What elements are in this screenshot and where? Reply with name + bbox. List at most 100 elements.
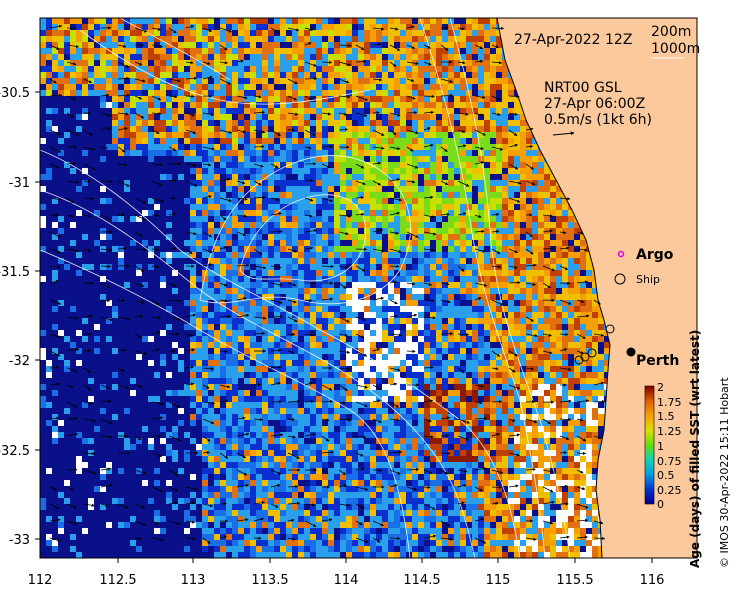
sst-pixel xyxy=(238,174,244,180)
sst-pixel xyxy=(526,174,532,180)
sst-pixel xyxy=(358,54,364,60)
sst-pixel xyxy=(208,378,214,384)
sst-pixel xyxy=(280,240,286,246)
sst-pixel xyxy=(226,210,232,216)
sst-pixel xyxy=(346,138,352,144)
sst-pixel xyxy=(412,138,418,144)
sst-pixel xyxy=(400,372,406,378)
sst-pixel xyxy=(130,246,136,252)
sst-pixel xyxy=(76,348,82,354)
sst-pixel xyxy=(172,150,178,156)
sst-pixel xyxy=(346,258,352,264)
sst-pixel xyxy=(88,288,94,294)
sst-pixel xyxy=(400,240,406,246)
sst-pixel xyxy=(448,240,454,246)
sst-pixel xyxy=(202,114,208,120)
sst-pixel xyxy=(304,390,310,396)
sst-pixel xyxy=(214,132,220,138)
sst-pixel xyxy=(550,294,556,300)
sst-pixel xyxy=(532,366,538,372)
sst-pixel xyxy=(472,300,478,306)
sst-pixel xyxy=(280,300,286,306)
sst-pixel xyxy=(466,180,472,186)
sst-pixel xyxy=(238,252,244,258)
sst-pixel xyxy=(142,342,148,348)
sst-pixel xyxy=(292,264,298,270)
sst-pixel xyxy=(406,138,412,144)
sst-pixel xyxy=(214,102,220,108)
sst-pixel xyxy=(364,270,370,276)
sst-pixel xyxy=(430,348,436,354)
sst-pixel xyxy=(262,264,268,270)
sst-pixel xyxy=(178,216,184,222)
sst-pixel xyxy=(364,18,370,24)
sst-pixel xyxy=(286,108,292,114)
sst-pixel xyxy=(136,174,142,180)
sst-pixel xyxy=(352,72,358,78)
sst-pixel xyxy=(442,78,448,84)
sst-pixel xyxy=(424,414,430,420)
sst-pixel xyxy=(364,204,370,210)
sst-pixel xyxy=(358,282,364,288)
sst-pixel xyxy=(424,288,430,294)
sst-pixel xyxy=(430,246,436,252)
sst-pixel xyxy=(496,78,502,84)
sst-pixel xyxy=(208,18,214,24)
sst-pixel xyxy=(550,336,556,342)
sst-pixel xyxy=(304,144,310,150)
sst-pixel xyxy=(580,330,586,336)
sst-pixel xyxy=(202,168,208,174)
sst-pixel xyxy=(520,300,526,306)
sst-pixel xyxy=(574,240,580,246)
sst-pixel xyxy=(70,156,76,162)
sst-pixel xyxy=(556,306,562,312)
sst-pixel xyxy=(418,216,424,222)
sst-pixel xyxy=(346,378,352,384)
sst-pixel xyxy=(196,414,202,420)
sst-pixel xyxy=(424,234,430,240)
sst-pixel xyxy=(358,336,364,342)
sst-pixel xyxy=(238,102,244,108)
sst-pixel xyxy=(472,108,478,114)
sst-pixel xyxy=(436,72,442,78)
sst-pixel xyxy=(442,96,448,102)
sst-pixel xyxy=(412,48,418,54)
sst-pixel xyxy=(310,90,316,96)
sst-pixel xyxy=(94,18,100,24)
sst-pixel xyxy=(466,168,472,174)
sst-pixel xyxy=(46,402,52,408)
sst-pixel xyxy=(394,126,400,132)
sst-pixel xyxy=(418,150,424,156)
sst-pixel xyxy=(424,156,430,162)
sst-pixel xyxy=(292,294,298,300)
sst-pixel xyxy=(514,102,520,108)
sst-pixel xyxy=(418,288,424,294)
sst-pixel xyxy=(538,162,544,168)
sst-pixel xyxy=(322,408,328,414)
sst-pixel xyxy=(232,102,238,108)
sst-pixel xyxy=(448,138,454,144)
sst-pixel xyxy=(232,348,238,354)
sst-pixel xyxy=(124,246,130,252)
sst-pixel xyxy=(262,18,268,24)
sst-pixel xyxy=(442,414,448,420)
sst-pixel xyxy=(184,84,190,90)
sst-pixel xyxy=(514,240,520,246)
sst-pixel xyxy=(400,108,406,114)
sst-pixel xyxy=(442,396,448,402)
sst-pixel xyxy=(274,216,280,222)
sst-pixel xyxy=(280,60,286,66)
sst-pixel xyxy=(454,264,460,270)
sst-pixel xyxy=(430,288,436,294)
sst-pixel xyxy=(496,222,502,228)
sst-pixel xyxy=(100,54,106,60)
sst-pixel xyxy=(364,174,370,180)
sst-pixel xyxy=(358,360,364,366)
sst-pixel xyxy=(160,60,166,66)
sst-pixel xyxy=(274,288,280,294)
sst-pixel xyxy=(178,420,184,426)
sst-pixel xyxy=(352,240,358,246)
sst-pixel xyxy=(328,246,334,252)
sst-pixel xyxy=(250,390,256,396)
sst-pixel xyxy=(442,276,448,282)
